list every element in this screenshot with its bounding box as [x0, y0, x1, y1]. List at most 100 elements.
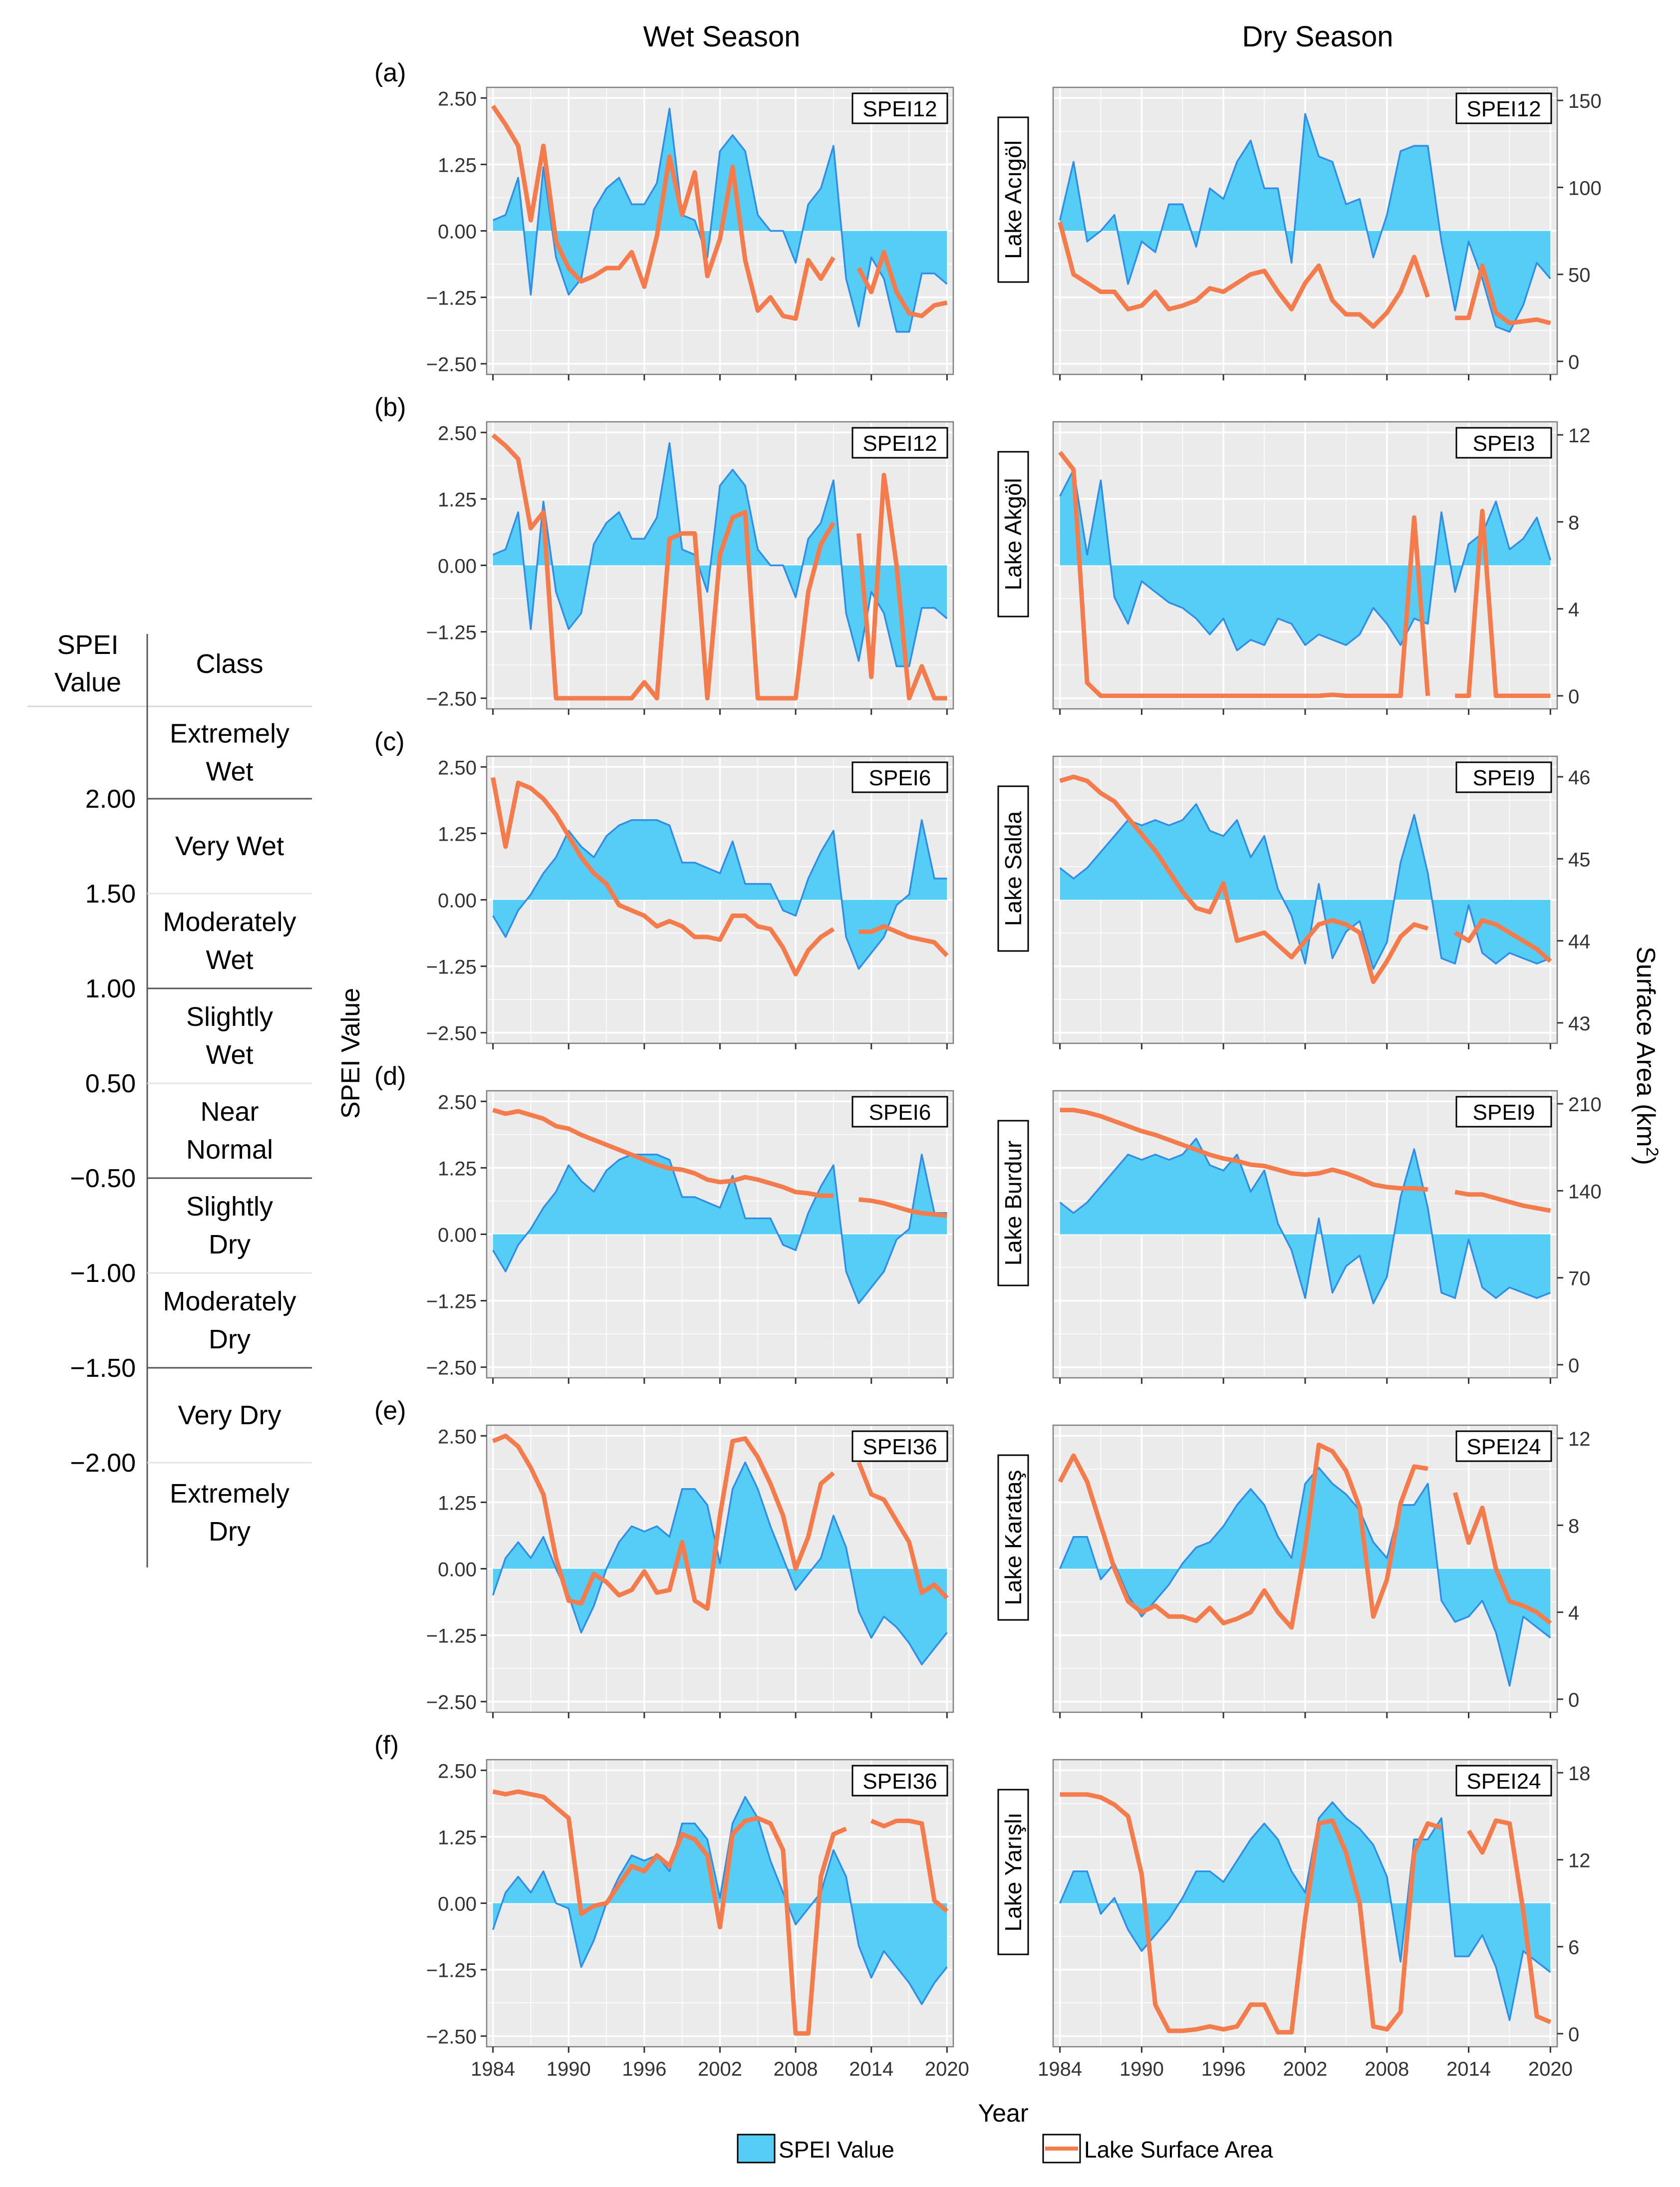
area-line: [1452, 1492, 1552, 1625]
area-line: [492, 1433, 835, 1611]
index-label: SPEI3: [1473, 431, 1535, 456]
table-value-label: −1.50: [70, 1354, 136, 1383]
index-label-box: [851, 1096, 948, 1128]
area-line: [492, 1108, 834, 1198]
index-label: SPEI9: [1473, 1100, 1535, 1125]
index-label: SPEI6: [869, 766, 931, 790]
y-tick-label: 0.00: [438, 556, 477, 578]
y2-tick-label: 43: [1568, 1013, 1591, 1035]
panel-letter: (f): [374, 1731, 399, 1760]
index-label-box: [1455, 427, 1552, 459]
spei-line: [1059, 1467, 1551, 1687]
area-line: [858, 924, 949, 957]
area-line: [1455, 509, 1551, 698]
y-right-label-end: ): [1631, 1157, 1660, 1165]
area-line: [1455, 263, 1551, 325]
x-tick-label: 2002: [1283, 2058, 1328, 2080]
table-value-label: 0.50: [85, 1069, 136, 1098]
y2-tick-label: 46: [1568, 767, 1591, 789]
index-label-box: [851, 92, 948, 124]
table-header-value-1: SPEI: [57, 630, 118, 660]
table-value-label: 2.00: [85, 785, 136, 814]
y2-tick-label: 0: [1568, 2024, 1579, 2046]
panel-wet-3: SPEI6 2.50 1.25 0.00 −1.25 −2.50 (c): [374, 727, 954, 1049]
table-value-label: −2.00: [70, 1449, 136, 1478]
y-tick-label: 2.50: [438, 757, 477, 779]
legend-spei-label: SPEI Value: [779, 2137, 894, 2163]
y-tick-label: 0.00: [438, 1559, 477, 1581]
y2-tick-label: 4: [1568, 599, 1579, 621]
x-tick-label: 2008: [1365, 2058, 1409, 2080]
area-line: [491, 433, 836, 701]
lake-label: Lake Karataş: [1000, 1470, 1026, 1605]
area-line: [856, 250, 948, 318]
panel-dry-2: SPEI3 12 8 4 0: [1052, 421, 1591, 715]
table-class-label: Slightly: [186, 1002, 273, 1032]
index-label-box: [1455, 92, 1552, 124]
x-tick-label: 1984: [471, 2058, 515, 2080]
lake-label: Lake Burdur: [1000, 1141, 1026, 1266]
spei-area-fill: [1060, 804, 1551, 969]
area-line: [491, 104, 836, 321]
y-right-label-main: Surface Area (km: [1631, 946, 1660, 1147]
y-tick-label: 1.25: [438, 1827, 477, 1849]
spei-area-fill: [493, 1797, 947, 2004]
y2-tick-label: 6: [1568, 1937, 1579, 1959]
spei-line: [1059, 803, 1551, 970]
index-label: SPEI12: [1466, 97, 1541, 121]
area-line: [856, 1461, 949, 1600]
area-line: [1060, 1792, 1442, 2035]
y-tick-label: −2.50: [426, 2026, 477, 2048]
y2-tick-label: 8: [1568, 512, 1579, 534]
y-tick-label: 1.25: [438, 1158, 477, 1180]
y2-tick-label: 8: [1568, 1515, 1579, 1537]
index-label: SPEI12: [862, 431, 937, 456]
spei-area-fill: [1060, 469, 1551, 650]
area-line: [1058, 451, 1430, 698]
y-tick-label: −1.25: [426, 1960, 477, 1982]
area-line: [1058, 221, 1430, 329]
area-line: [491, 777, 835, 977]
lake-label-box: [997, 451, 1029, 618]
index-label: SPEI24: [1466, 1435, 1541, 1459]
y2-tick-label: 0: [1568, 1355, 1579, 1377]
y2-tick-label: 18: [1568, 1763, 1591, 1785]
table-class-label: Slightly: [186, 1192, 273, 1222]
lake-label-box: [997, 1120, 1029, 1286]
y-tick-label: 1.25: [438, 489, 477, 511]
panel-letter: (c): [374, 727, 405, 756]
lake-label-box: [997, 785, 1029, 952]
area-line: [870, 1819, 949, 1913]
index-label-box: [1455, 761, 1552, 793]
y2-tick-label: 44: [1568, 931, 1591, 953]
spei-area-fill: [493, 108, 947, 332]
table-class-label: Dry: [209, 1517, 251, 1547]
y2-tick-label: 45: [1568, 849, 1591, 871]
spei-line: [1059, 469, 1552, 651]
area-line: [858, 1197, 947, 1218]
spei-line: [1059, 1801, 1551, 2021]
y2-tick-label: 50: [1568, 265, 1591, 287]
y-tick-label: 0.00: [438, 221, 477, 243]
y2-tick-label: 12: [1568, 425, 1591, 447]
table-class-label: Very Dry: [178, 1400, 281, 1430]
spei-area-fill: [493, 820, 947, 969]
y-tick-label: −2.50: [426, 354, 477, 376]
y-tick-label: 2.50: [438, 1426, 477, 1448]
panel-wet-2: SPEI12 2.50 1.25 0.00 −1.25 −2.50 (b): [374, 393, 954, 715]
x-label: Year: [978, 2099, 1028, 2127]
index-label: SPEI36: [862, 1769, 937, 1794]
spei-line: [1059, 1138, 1551, 1304]
y-tick-label: 2.50: [438, 1760, 477, 1782]
panel-dry-4: SPEI9 210 140 70 0: [1052, 1090, 1602, 1384]
x-tick-label: 2020: [1528, 2058, 1573, 2080]
x-tick-label: 2020: [925, 2058, 969, 2080]
panel-letter: (a): [374, 58, 406, 87]
spei-line: [492, 819, 947, 970]
spei-line: [492, 1154, 947, 1304]
y2-tick-label: 0: [1568, 351, 1579, 373]
table-header-value-2: Value: [54, 667, 121, 697]
x-tick-label: 1996: [1201, 2058, 1246, 2080]
table-class-label: Very Wet: [175, 831, 284, 861]
